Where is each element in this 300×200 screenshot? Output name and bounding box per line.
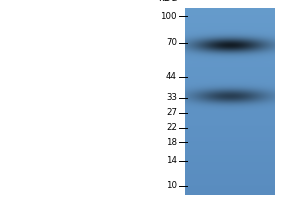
Text: 70: 70 [166, 38, 177, 47]
Text: 33: 33 [166, 93, 177, 102]
Text: 44: 44 [166, 72, 177, 81]
Text: 100: 100 [160, 12, 177, 21]
Text: 22: 22 [166, 123, 177, 132]
Text: 10: 10 [166, 181, 177, 190]
Text: 18: 18 [166, 138, 177, 147]
Text: kDa: kDa [158, 0, 177, 3]
Text: 27: 27 [166, 108, 177, 117]
Text: 14: 14 [166, 156, 177, 165]
